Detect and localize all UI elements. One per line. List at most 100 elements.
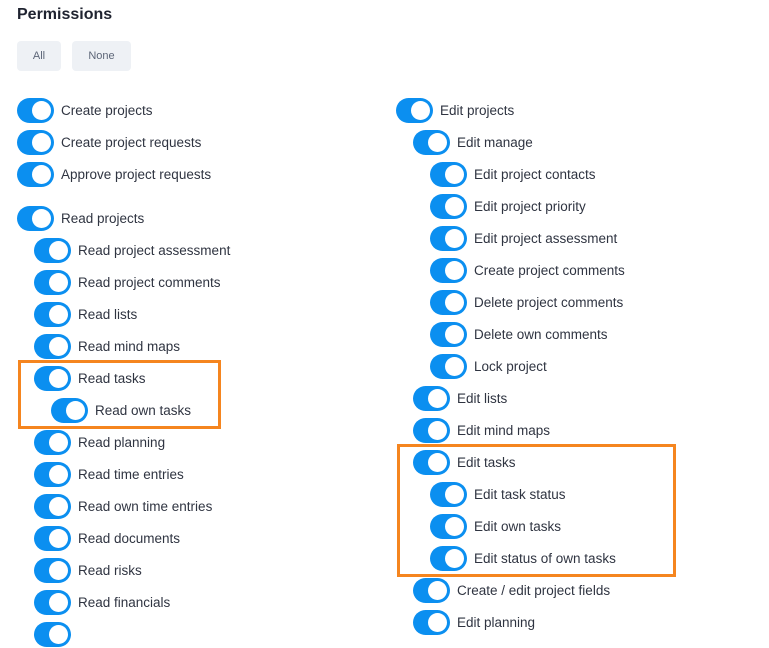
toggle-knob xyxy=(445,356,464,376)
permission-label: Read projects xyxy=(61,210,145,226)
permission-toggle[interactable] xyxy=(34,365,71,391)
permission-label: Edit planning xyxy=(457,614,536,630)
permission-row-read-financials: Read financials xyxy=(34,588,170,616)
toggle-knob xyxy=(445,548,464,568)
permission-toggle[interactable] xyxy=(413,385,450,411)
permission-label: Read mind maps xyxy=(78,338,181,354)
select-none-button[interactable]: None xyxy=(72,41,131,71)
permission-toggle[interactable] xyxy=(430,321,467,347)
select-all-button[interactable]: All xyxy=(17,41,61,71)
permission-toggle[interactable] xyxy=(430,545,467,571)
toggle-knob xyxy=(49,464,68,484)
toggle-knob xyxy=(445,292,464,312)
toggle-knob xyxy=(445,196,464,216)
permission-label: Read tasks xyxy=(78,370,146,386)
permission-label: Edit projects xyxy=(440,102,515,118)
permission-row-create-projects: Create projects xyxy=(17,96,153,124)
toggle-knob xyxy=(32,164,51,184)
permission-toggle[interactable] xyxy=(17,205,54,231)
permission-label: Read time entries xyxy=(78,466,184,482)
permission-toggle[interactable] xyxy=(34,333,71,359)
permission-label: Edit project priority xyxy=(474,198,586,214)
permission-toggle[interactable] xyxy=(430,257,467,283)
permission-toggle[interactable] xyxy=(34,525,71,551)
permission-row-edit-tasks: Edit tasks xyxy=(413,448,516,476)
permission-label: Create project comments xyxy=(474,262,625,278)
permission-toggle[interactable] xyxy=(430,225,467,251)
permission-label: Read planning xyxy=(78,434,166,450)
permission-label: Read documents xyxy=(78,530,181,546)
permission-row-edit-projects: Edit projects xyxy=(396,96,514,124)
permission-row-read-documents: Read documents xyxy=(34,524,180,552)
permission-label: Read financials xyxy=(78,594,171,610)
permission-label: Edit project assessment xyxy=(474,230,618,246)
permission-row-read-project-comments: Read project comments xyxy=(34,268,221,296)
permission-label: Lock project xyxy=(474,358,547,374)
permission-row-approve-project-requests: Approve project requests xyxy=(17,160,211,188)
permission-toggle[interactable] xyxy=(34,461,71,487)
permission-toggle[interactable] xyxy=(34,429,71,455)
permission-row-edit-project-contacts: Edit project contacts xyxy=(430,160,596,188)
permission-toggle[interactable] xyxy=(34,237,71,263)
permission-toggle[interactable] xyxy=(413,129,450,155)
permission-label: Edit tasks xyxy=(457,454,516,470)
permission-toggle[interactable] xyxy=(430,353,467,379)
permission-toggle[interactable] xyxy=(430,513,467,539)
permission-row-create-project-requests: Create project requests xyxy=(17,128,201,156)
toggle-knob xyxy=(32,132,51,152)
permission-toggle[interactable] xyxy=(17,129,54,155)
permission-label: Read risks xyxy=(78,562,142,578)
toggle-knob xyxy=(49,592,68,612)
permission-row-read-own-tasks: Read own tasks xyxy=(51,396,191,424)
page-title: Permissions xyxy=(17,6,113,23)
permission-label: Edit lists xyxy=(457,390,508,406)
permission-row-read-own-time-entries: Read own time entries xyxy=(34,492,212,520)
toggle-knob xyxy=(49,240,68,260)
toggle-knob xyxy=(49,560,68,580)
toggle-knob xyxy=(445,516,464,536)
toggle-knob xyxy=(49,336,68,356)
permission-toggle[interactable] xyxy=(413,609,450,635)
permission-toggle[interactable] xyxy=(430,481,467,507)
toggle-knob xyxy=(428,580,447,600)
permission-toggle[interactable] xyxy=(430,161,467,187)
permission-toggle[interactable] xyxy=(34,589,71,615)
permission-toggle[interactable] xyxy=(413,417,450,443)
permission-toggle[interactable] xyxy=(413,577,450,603)
permission-toggle[interactable] xyxy=(34,621,71,647)
permission-toggle[interactable] xyxy=(34,269,71,295)
permission-label: Delete own comments xyxy=(474,326,608,342)
toggle-knob xyxy=(428,132,447,152)
permission-row-read-planning: Read planning xyxy=(34,428,165,456)
toggle-knob xyxy=(445,164,464,184)
permission-toggle[interactable] xyxy=(51,397,88,423)
permission-toggle[interactable] xyxy=(34,557,71,583)
permission-row-lock-project: Lock project xyxy=(430,352,547,380)
permission-toggle[interactable] xyxy=(17,97,54,123)
permission-label: Delete project comments xyxy=(474,294,624,310)
permission-toggle[interactable] xyxy=(430,289,467,315)
toggle-knob xyxy=(445,228,464,248)
permission-row-read-risks: Read risks xyxy=(34,556,142,584)
permission-row-read-tasks: Read tasks xyxy=(34,364,146,392)
toggle-knob xyxy=(49,432,68,452)
permission-row-create-project-comments: Create project comments xyxy=(430,256,625,284)
permission-toggle[interactable] xyxy=(413,449,450,475)
permission-toggle[interactable] xyxy=(17,161,54,187)
permission-toggle[interactable] xyxy=(396,97,433,123)
permission-toggle[interactable] xyxy=(34,493,71,519)
permission-row-read-lists: Read lists xyxy=(34,300,137,328)
permission-label: Edit project contacts xyxy=(474,166,596,182)
permission-label: Edit own tasks xyxy=(474,518,562,534)
toggle-knob xyxy=(49,496,68,516)
permission-label: Edit status of own tasks xyxy=(474,550,616,566)
permission-row-item xyxy=(34,620,78,648)
permission-row-edit-lists: Edit lists xyxy=(413,384,507,412)
permission-label: Read own tasks xyxy=(95,402,192,418)
permission-toggle[interactable] xyxy=(430,193,467,219)
permission-row-edit-project-assessment: Edit project assessment xyxy=(430,224,617,252)
toggle-knob xyxy=(32,208,51,228)
permission-toggle[interactable] xyxy=(34,301,71,327)
permission-row-read-projects: Read projects xyxy=(17,204,144,232)
toggle-knob xyxy=(428,388,447,408)
